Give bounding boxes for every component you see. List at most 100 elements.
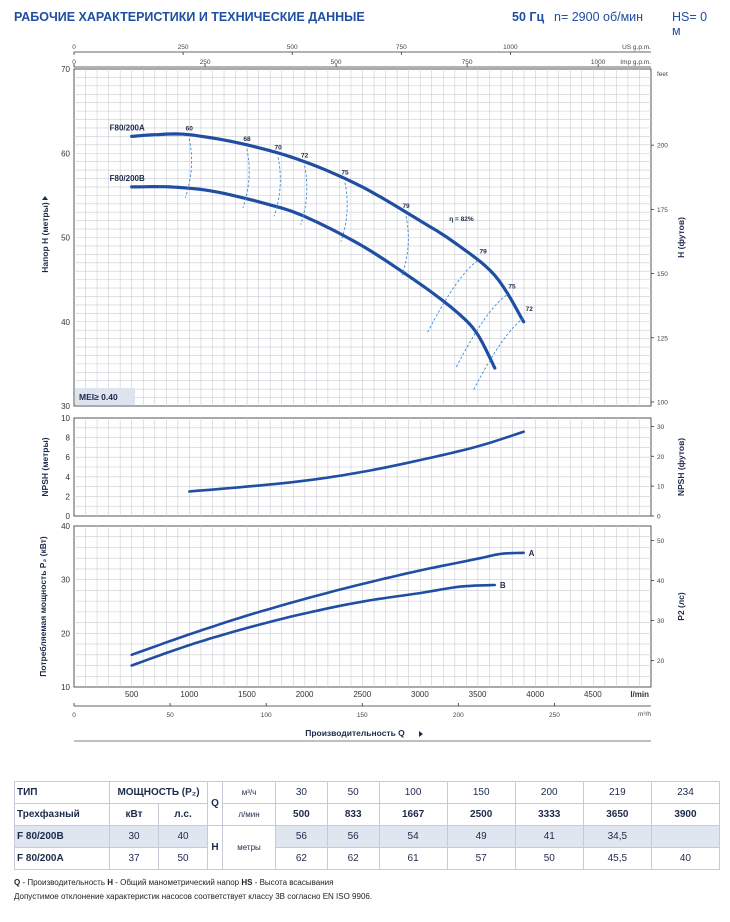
head-series-label: F80/200B — [110, 174, 145, 183]
npsh-y-tick: 10 — [61, 414, 70, 423]
h-cell: 62 — [275, 847, 328, 870]
q-lmin-cell: 2500 — [446, 803, 516, 826]
h-cell: 54 — [378, 825, 448, 848]
suction-label: HS= 0 м — [672, 10, 708, 38]
q-lmin-cell: 3333 — [514, 803, 584, 826]
npsh-curve — [188, 430, 525, 493]
q-lmin-cell: 1667 — [378, 803, 448, 826]
power-curve-a — [130, 551, 525, 657]
m3h-tick-label: 100 — [261, 712, 272, 719]
imp-gpm-tick-label: 500 — [331, 59, 342, 66]
h-cell: 49 — [446, 825, 516, 848]
mei-label: MEI≥ 0.40 — [79, 392, 118, 402]
lmin-unit: л/мин — [222, 803, 276, 826]
h-cell: 61 — [378, 847, 448, 870]
footnote-h: H — [107, 878, 113, 887]
npsh-y-right-label: NPSH (футов) — [676, 438, 686, 496]
q-m3h-cell: 30 — [275, 781, 328, 804]
npsh-y-tick: 0 — [66, 512, 71, 521]
m3h-tick-label: 250 — [549, 712, 560, 719]
head-feet-tick-label: 200 — [657, 143, 668, 150]
kw-value: 30 — [109, 825, 159, 848]
h-cell: 45,5 — [582, 847, 652, 870]
m3h-unit: м³/ч — [222, 781, 276, 804]
h-cell: 41 — [514, 825, 584, 848]
q-m3h-cell: 150 — [446, 781, 516, 804]
h-cell: 34,5 — [582, 825, 652, 848]
head-y-tick: 70 — [61, 65, 70, 74]
h-header: H — [207, 825, 223, 870]
q-lmin-cell: 833 — [326, 803, 380, 826]
footnote-hs-text: - Высота всасывания — [252, 878, 334, 887]
x-axis-label: Производительность Q — [305, 728, 405, 738]
q-lmin-cell: 3650 — [582, 803, 652, 826]
us-gpm-unit: US g.p.m. — [622, 44, 651, 51]
lmin-tick-label: 3500 — [469, 690, 487, 699]
m3h-tick-label: 50 — [166, 712, 174, 719]
h-cell: 50 — [514, 847, 584, 870]
m3h-tick-label: 0 — [72, 712, 76, 719]
page-header: РАБОЧИЕ ХАРАКТЕРИСТИКИ И ТЕХНИЧЕСКИЕ ДАН… — [14, 10, 716, 38]
power-y-tick: 20 — [61, 629, 70, 638]
speed-label: n= 2900 об/мин — [554, 10, 644, 24]
hp-value: 40 — [158, 825, 208, 848]
efficiency-dashed-line — [242, 148, 250, 208]
head-feet-tick-label: 125 — [657, 335, 668, 342]
imp-gpm-tick-label: 1000 — [591, 59, 606, 66]
power-y-tick: 40 — [61, 522, 70, 531]
npsh-y-tick: 8 — [66, 434, 71, 443]
lmin-tick-label: 4500 — [584, 690, 602, 699]
power-series-label: A — [529, 549, 535, 558]
efficiency-dashed-line — [273, 157, 281, 217]
power-hp-tick-label: 50 — [657, 538, 665, 545]
m-unit: метры — [222, 825, 276, 870]
footnote-tolerance: Допустимое отклонение характеристик насо… — [14, 892, 373, 901]
npsh-y-tick: 4 — [66, 473, 71, 482]
footnote-q: Q — [14, 878, 21, 887]
imp-gpm-tick-label: 0 — [72, 59, 76, 66]
mei-box — [75, 388, 135, 405]
q-lmin-cell: 500 — [275, 803, 328, 826]
head-y-tick: 60 — [61, 149, 70, 158]
head-y-label: Напор H (метры) — [40, 202, 50, 273]
power-y-tick: 10 — [61, 683, 70, 692]
npsh-y-label: NPSH (метры) — [40, 437, 50, 496]
head-y-tick: 30 — [61, 402, 70, 411]
m3h-unit: m³/h — [638, 711, 651, 718]
lmin-unit: l/min — [630, 690, 649, 699]
efficiency-label: 79 — [480, 249, 488, 256]
kw-header: кВт — [109, 803, 159, 826]
head-feet-unit: feet — [657, 71, 668, 78]
head-feet-tick-label: 150 — [657, 271, 668, 278]
efficiency-label: 68 — [243, 136, 251, 143]
model-name: F 80/200A — [14, 847, 110, 870]
q-header: Q — [207, 781, 223, 826]
h-cell: 62 — [326, 847, 380, 870]
h-cell: 56 — [326, 825, 380, 848]
power-hp-tick-label: 30 — [657, 618, 665, 625]
imp-gpm-unit: Imp g.p.m. — [620, 59, 651, 66]
head-feet-tick-label: 175 — [657, 207, 668, 214]
spec-table: ТИП МОЩНОСТЬ (P₂) Q м³/ч 30 50 100 150 2… — [14, 781, 721, 870]
power-y-tick: 30 — [61, 576, 70, 585]
npsh-feet-tick-label: 10 — [657, 484, 665, 491]
h-cell: 40 — [650, 847, 721, 870]
lmin-tick-label: 1500 — [238, 690, 256, 699]
footnote-legend: Q - Производительность H - Общий маномет… — [14, 878, 333, 887]
phase-label: Трехфазный — [14, 803, 110, 826]
q-m3h-cell: 50 — [326, 781, 380, 804]
q-m3h-cell: 100 — [378, 781, 448, 804]
q-m3h-cell: 219 — [582, 781, 652, 804]
npsh-y-tick: 6 — [66, 453, 71, 462]
efficiency-label: 60 — [186, 126, 194, 133]
q-m3h-cell: 200 — [514, 781, 584, 804]
lmin-tick-label: 4000 — [526, 690, 544, 699]
power-y-right-label: P2 (лс) — [676, 592, 686, 621]
us-gpm-tick-label: 1000 — [503, 44, 518, 51]
npsh-feet-tick-label: 20 — [657, 454, 665, 461]
efficiency-label: η = 82% — [449, 216, 474, 223]
us-gpm-tick-label: 750 — [396, 44, 407, 51]
h-cell — [650, 825, 721, 848]
footnote-h-text: - Общий манометрический напор — [113, 878, 242, 887]
x-axis-arrow-icon — [419, 731, 423, 737]
